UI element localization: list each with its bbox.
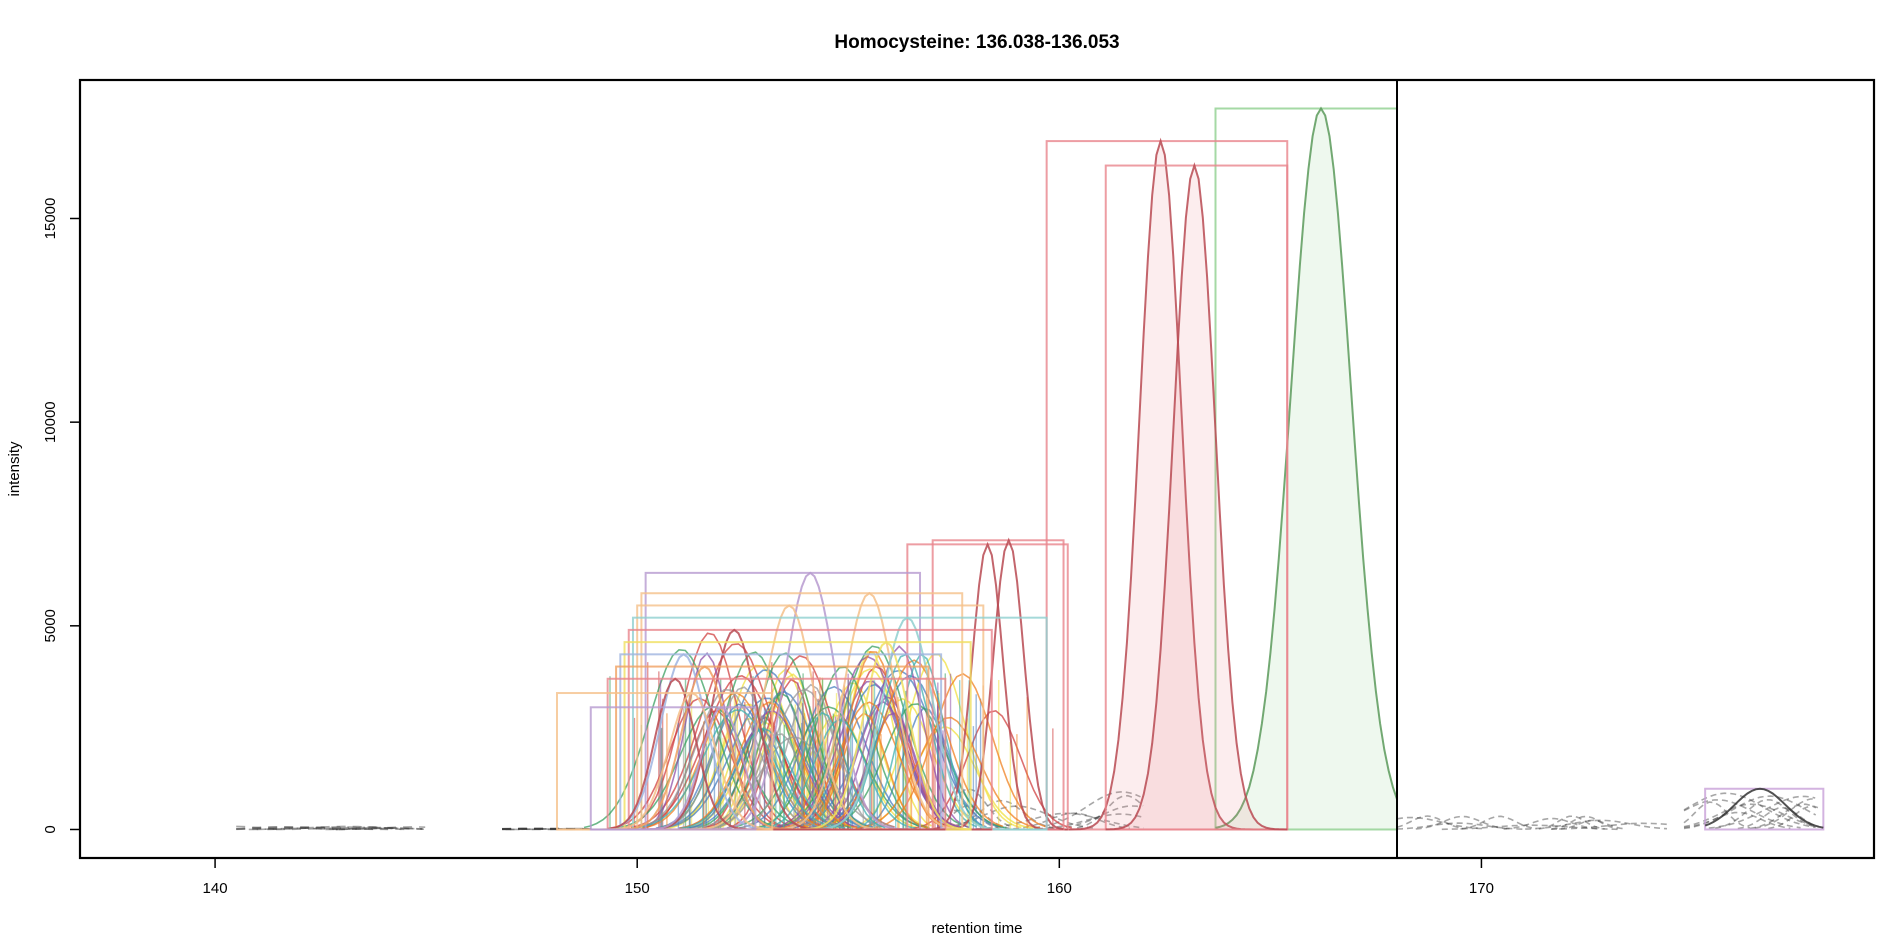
background-trace	[1754, 798, 1816, 829]
peak-line	[607, 677, 946, 831]
background-trace	[336, 827, 423, 831]
background-trace	[1013, 812, 1130, 830]
plot-area	[236, 80, 1825, 858]
chart-title: Homocysteine: 136.038-136.053	[834, 32, 1119, 53]
peak-window-rect	[589, 706, 757, 831]
series-line	[777, 645, 968, 829]
series-line	[739, 685, 924, 829]
series-line	[819, 659, 1004, 829]
series-line	[679, 701, 858, 829]
background-trace	[1683, 811, 1791, 830]
peak-area-fill	[1215, 108, 1397, 830]
series-line	[740, 683, 881, 829]
background-trace	[1503, 817, 1600, 830]
background-trace	[1737, 806, 1820, 830]
y-tick-label: 15000	[42, 198, 59, 240]
peak-line	[1105, 162, 1288, 831]
series-line	[624, 632, 791, 829]
axes: 140 150 160 170 0 5000 10000 15000	[42, 198, 1494, 897]
series-line	[661, 686, 821, 829]
background-trace	[1415, 815, 1508, 830]
peak-line	[590, 706, 757, 831]
background-trace	[236, 825, 338, 831]
background-trace	[1538, 815, 1605, 830]
background-trace	[1396, 816, 1484, 830]
background-trace	[1683, 799, 1801, 829]
series-line	[610, 697, 789, 829]
background-trace	[976, 812, 1144, 830]
background-trace	[1036, 813, 1144, 830]
peak-window-rect	[1104, 164, 1289, 831]
background-trace	[1055, 805, 1143, 830]
x-tick-label: 140	[203, 880, 228, 897]
background-trace	[1460, 815, 1537, 830]
background-trace	[256, 825, 424, 831]
x-tick-label: 170	[1469, 880, 1494, 897]
background-trace	[1396, 822, 1524, 830]
series-line	[680, 727, 846, 830]
peak-area-fill	[1105, 165, 1288, 830]
series-line	[633, 709, 837, 829]
series-line	[758, 711, 886, 829]
background-trace	[1525, 819, 1668, 830]
series-line	[822, 703, 1007, 829]
background-trace	[1683, 801, 1751, 829]
background-trace	[1708, 795, 1816, 829]
series-line	[856, 716, 1041, 829]
background-trace	[236, 826, 379, 831]
background-trace	[1551, 815, 1618, 830]
background-trace	[1396, 815, 1464, 830]
y-tick-label: 10000	[42, 401, 59, 443]
peak-line	[1704, 787, 1824, 829]
background-trace	[267, 826, 410, 831]
x-tick-label: 160	[1047, 880, 1072, 897]
background-trace	[1749, 803, 1817, 830]
peak-area-fill	[1046, 141, 1288, 830]
background-trace	[276, 826, 423, 831]
y-tick-label: 0	[42, 825, 59, 833]
background-trace	[339, 826, 426, 831]
series-line	[691, 736, 895, 830]
x-axis-label: retention time	[932, 920, 1023, 937]
background-trace	[236, 825, 282, 831]
plot-frame	[78, 78, 1876, 860]
background-trace	[502, 828, 574, 831]
series-line	[830, 653, 977, 829]
y-tick-label: 5000	[42, 609, 59, 642]
background-trace	[1076, 794, 1144, 829]
background-trace	[248, 827, 346, 831]
x-tick-label: 150	[625, 880, 650, 897]
series-line	[712, 733, 846, 830]
background-trace	[325, 827, 422, 831]
background-trace	[335, 826, 402, 831]
background-trace	[953, 805, 1096, 829]
background-trace	[1559, 819, 1626, 830]
y-axis-label: intensity	[6, 441, 23, 497]
series-line	[763, 718, 916, 830]
